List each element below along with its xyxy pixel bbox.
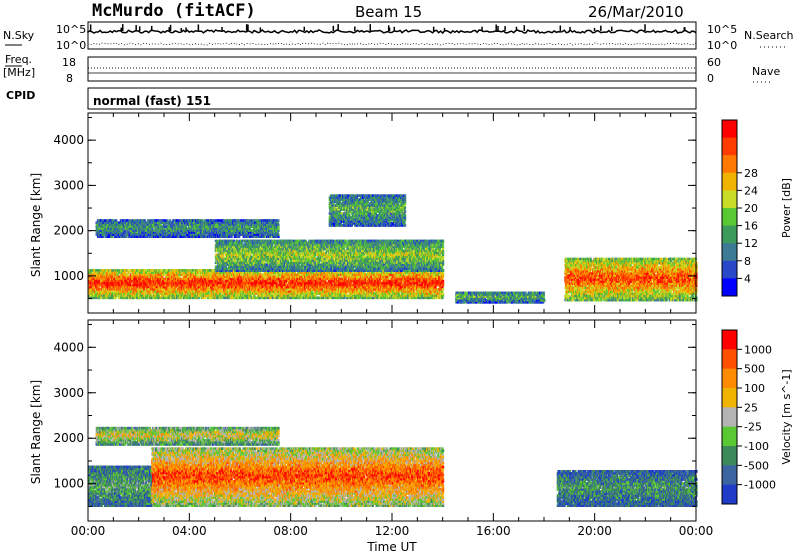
nsky-panel: [88, 22, 696, 49]
nsky-line: [88, 30, 696, 33]
nsearch-label: N.Search: [744, 29, 794, 42]
freq-panel: [88, 57, 696, 81]
nave-bottom-tick: 0: [707, 72, 714, 85]
nsky-label: N.Sky: [3, 29, 35, 42]
freq-unit-label: [MHz]: [3, 66, 35, 79]
nsky-right-top-tick: 10^5: [707, 23, 737, 36]
beam-title: Beam 15: [355, 3, 422, 21]
nave-top-tick: 60: [707, 56, 721, 69]
nave-label: Nave: [752, 65, 780, 78]
freq-trace: [88, 68, 696, 73]
superdarn-range-time-plot: McMurdo (fitACF) Beam 15 26/Mar/2010 N.S…: [0, 0, 800, 554]
nsky-top-tick: 10^5: [56, 23, 86, 36]
freq-top-tick: 18: [62, 56, 76, 69]
cpid-value: normal (fast) 151: [93, 94, 211, 108]
nsky-bottom-tick: 10^0: [56, 39, 86, 52]
station-title: McMurdo (fitACF): [92, 1, 256, 21]
freq-label: Freq.: [5, 53, 32, 66]
nsky-right-bottom-tick: 10^0: [707, 39, 737, 52]
date-title: 26/Mar/2010: [588, 3, 684, 21]
nsearch-line: [88, 43, 696, 45]
cpid-label: CPID: [6, 89, 35, 102]
freq-bottom-tick: 8: [66, 72, 73, 85]
nsky-trace: [88, 24, 696, 45]
